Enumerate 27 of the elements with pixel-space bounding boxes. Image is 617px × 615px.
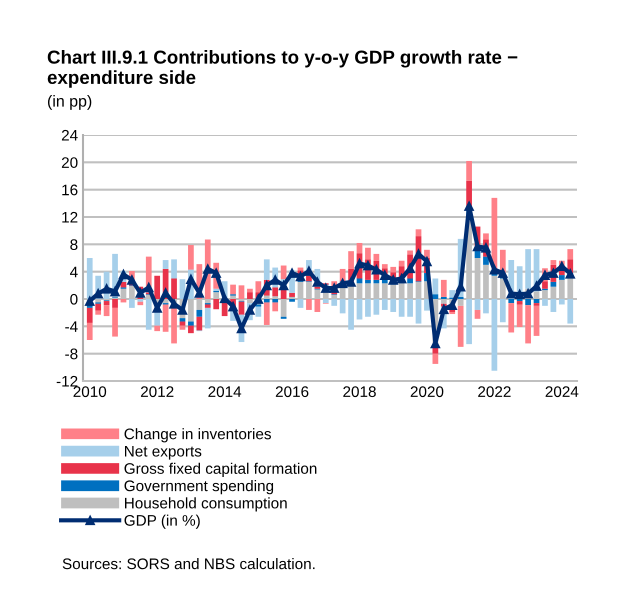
legend-label: GDP (in %) [124,514,200,529]
y-tick-label: -8 [65,348,78,360]
x-tick-label: 2012 [140,386,174,398]
legend-label: Change in inventories [124,428,271,442]
x-tick-label: 2020 [410,386,444,398]
legend-label: Net exports [125,446,202,460]
legend-label: Government spending [124,480,274,494]
y-tick-label: 24 [62,130,78,141]
x-tick-label: 2018 [343,386,376,398]
y-tick-label: -4 [65,321,78,332]
y-tick-label: 20 [62,157,78,168]
x-tick-label: 2022 [478,386,511,398]
y-tick-label: 16 [62,184,78,196]
y-tick-label: 0 [70,294,78,305]
y-tick-label: 4 [70,266,78,278]
x-tick-label: 2016 [276,386,308,398]
legend-label: Gross fixed capital formation [124,462,316,477]
source-note: Sources: SORS and NBS calculation. [62,558,315,570]
x-tick-label: 2010 [74,386,106,398]
chart-subtitle: (in pp) [48,95,92,110]
x-tick-label: 2014 [208,386,242,398]
y-tick-label: -12 [56,376,78,387]
x-tick-label: 2024 [546,386,578,398]
y-tick-label: 12 [62,212,78,223]
chart-title: Chart III.9.1 Contributions to y-o-y GDP growth rate − expenditure side [48,50,518,88]
legend-label: Household consumption [125,497,287,512]
y-tick-label: 8 [70,239,78,250]
